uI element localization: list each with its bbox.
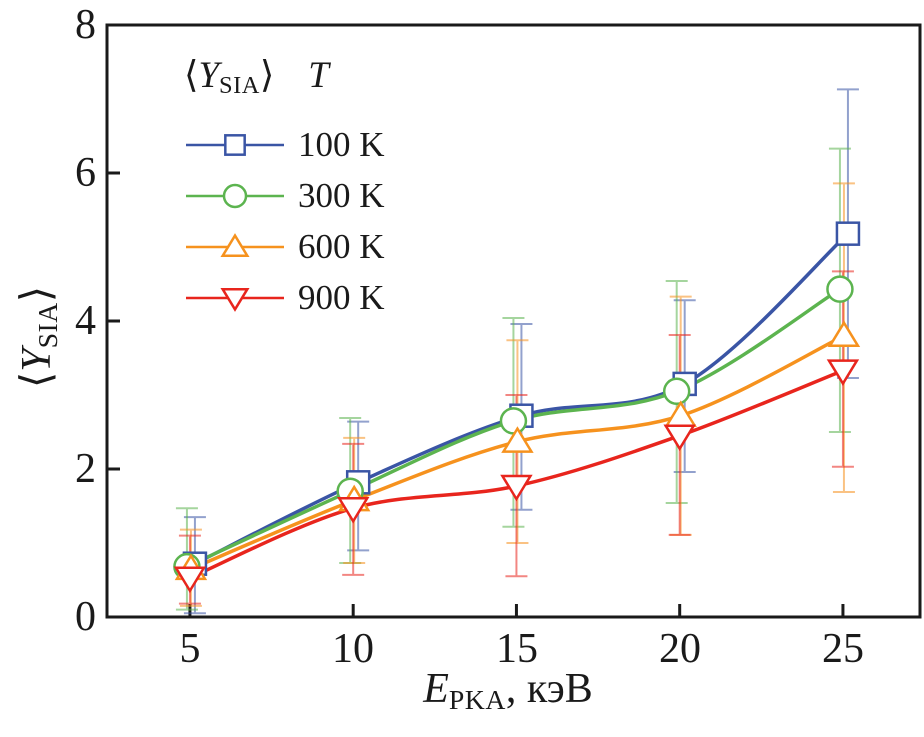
legend-label-300k: 300 K	[298, 176, 385, 215]
axis-ticks	[107, 23, 845, 619]
legend-label-600k: 600 K	[298, 227, 385, 266]
x-axis-label: EPKA, кэВ	[423, 666, 593, 715]
legend-entry-300-k	[186, 183, 284, 209]
y-tick-label-2: 2	[75, 446, 96, 492]
x-tick-label-25: 25	[822, 626, 864, 672]
x-tick-label-5: 5	[179, 626, 201, 672]
legend-label-900k: 900 K	[298, 278, 385, 317]
legend-label-100k: 100 K	[298, 125, 385, 164]
y-tick-label-6: 6	[75, 150, 96, 196]
x-tick-label-10: 10	[332, 626, 374, 672]
legend-entry-900-k	[186, 287, 284, 312]
legend-entry-600-k	[186, 233, 284, 258]
legend-entry-100-k	[186, 134, 284, 156]
y-tick-label-8: 8	[75, 2, 96, 48]
x-tick-label-15: 15	[496, 626, 538, 672]
error-bars-300-k	[175, 147, 851, 611]
x-tick-label-20: 20	[659, 626, 701, 672]
y-tick-label-4: 4	[75, 298, 96, 344]
legend-header: ⟨YSIA⟩ T	[184, 55, 329, 100]
series-markers-900-k	[173, 359, 860, 594]
y-axis-label: ⟨YSIA⟩	[14, 285, 63, 389]
y-tick-label-0: 0	[75, 594, 96, 640]
legend-markers	[186, 134, 284, 312]
